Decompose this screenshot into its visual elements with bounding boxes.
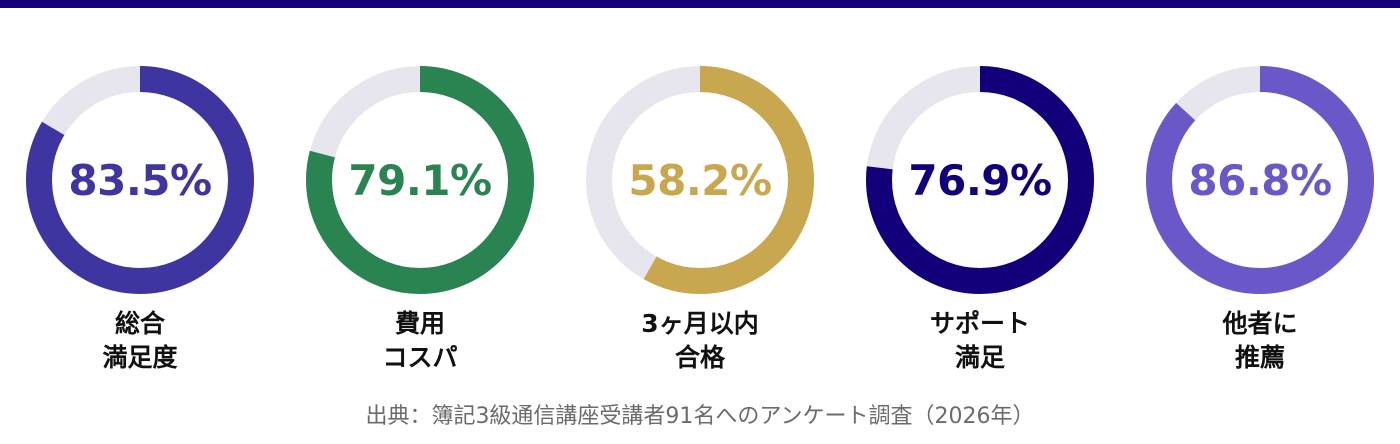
donut-category-label: 3ヶ月以内 合格 bbox=[580, 307, 820, 375]
donut-svg bbox=[586, 66, 814, 294]
donut-value-label: 83.5% bbox=[68, 155, 212, 205]
donut-chart-support-satisfaction: 76.9% bbox=[864, 64, 1096, 296]
donut-svg bbox=[866, 66, 1094, 294]
donut-value-label: 58.2% bbox=[628, 155, 772, 205]
label-line: 満足度 bbox=[102, 343, 178, 372]
donut-arc bbox=[866, 66, 1094, 294]
donut-arc bbox=[1146, 66, 1374, 294]
donut-category-label: サポート 満足 bbox=[860, 307, 1100, 375]
donut-svg bbox=[1146, 66, 1374, 294]
top-accent-bar bbox=[0, 0, 1400, 8]
label-line: 総合 bbox=[114, 309, 165, 338]
label-line: 費用 bbox=[394, 309, 445, 338]
label-line: 満足 bbox=[954, 343, 1005, 372]
donut-arc bbox=[306, 66, 534, 294]
donut-chart-pass-within-3-months: 58.2% bbox=[584, 64, 816, 296]
donut-category-label: 総合 満足度 bbox=[20, 307, 260, 375]
donut-svg bbox=[26, 66, 254, 294]
label-line: サポート bbox=[929, 309, 1030, 338]
donut-chart-recommend-to-others: 86.8% bbox=[1144, 64, 1376, 296]
donut-value-label: 79.1% bbox=[348, 155, 492, 205]
donut-chart-overall-satisfaction: 83.5% bbox=[24, 64, 256, 296]
donut-value-label: 86.8% bbox=[1188, 155, 1332, 205]
donut-arc bbox=[26, 66, 254, 294]
source-note: 出典：簿記3級通信講座受講者91名へのアンケート調査（2026年） bbox=[365, 404, 1035, 429]
label-line: 他者に bbox=[1222, 309, 1298, 338]
label-line: 合格 bbox=[674, 343, 725, 372]
donut-value-label: 76.9% bbox=[908, 155, 1052, 205]
label-line: コスパ bbox=[382, 343, 458, 372]
donut-category-label: 費用 コスパ bbox=[300, 307, 540, 375]
donut-svg bbox=[306, 66, 534, 294]
donut-arc bbox=[586, 66, 814, 294]
label-line: 3ヶ月以内 bbox=[641, 309, 759, 338]
label-line: 推薦 bbox=[1234, 343, 1285, 372]
donut-chart-cost-performance: 79.1% bbox=[304, 64, 536, 296]
donut-category-label: 他者に 推薦 bbox=[1140, 307, 1380, 375]
